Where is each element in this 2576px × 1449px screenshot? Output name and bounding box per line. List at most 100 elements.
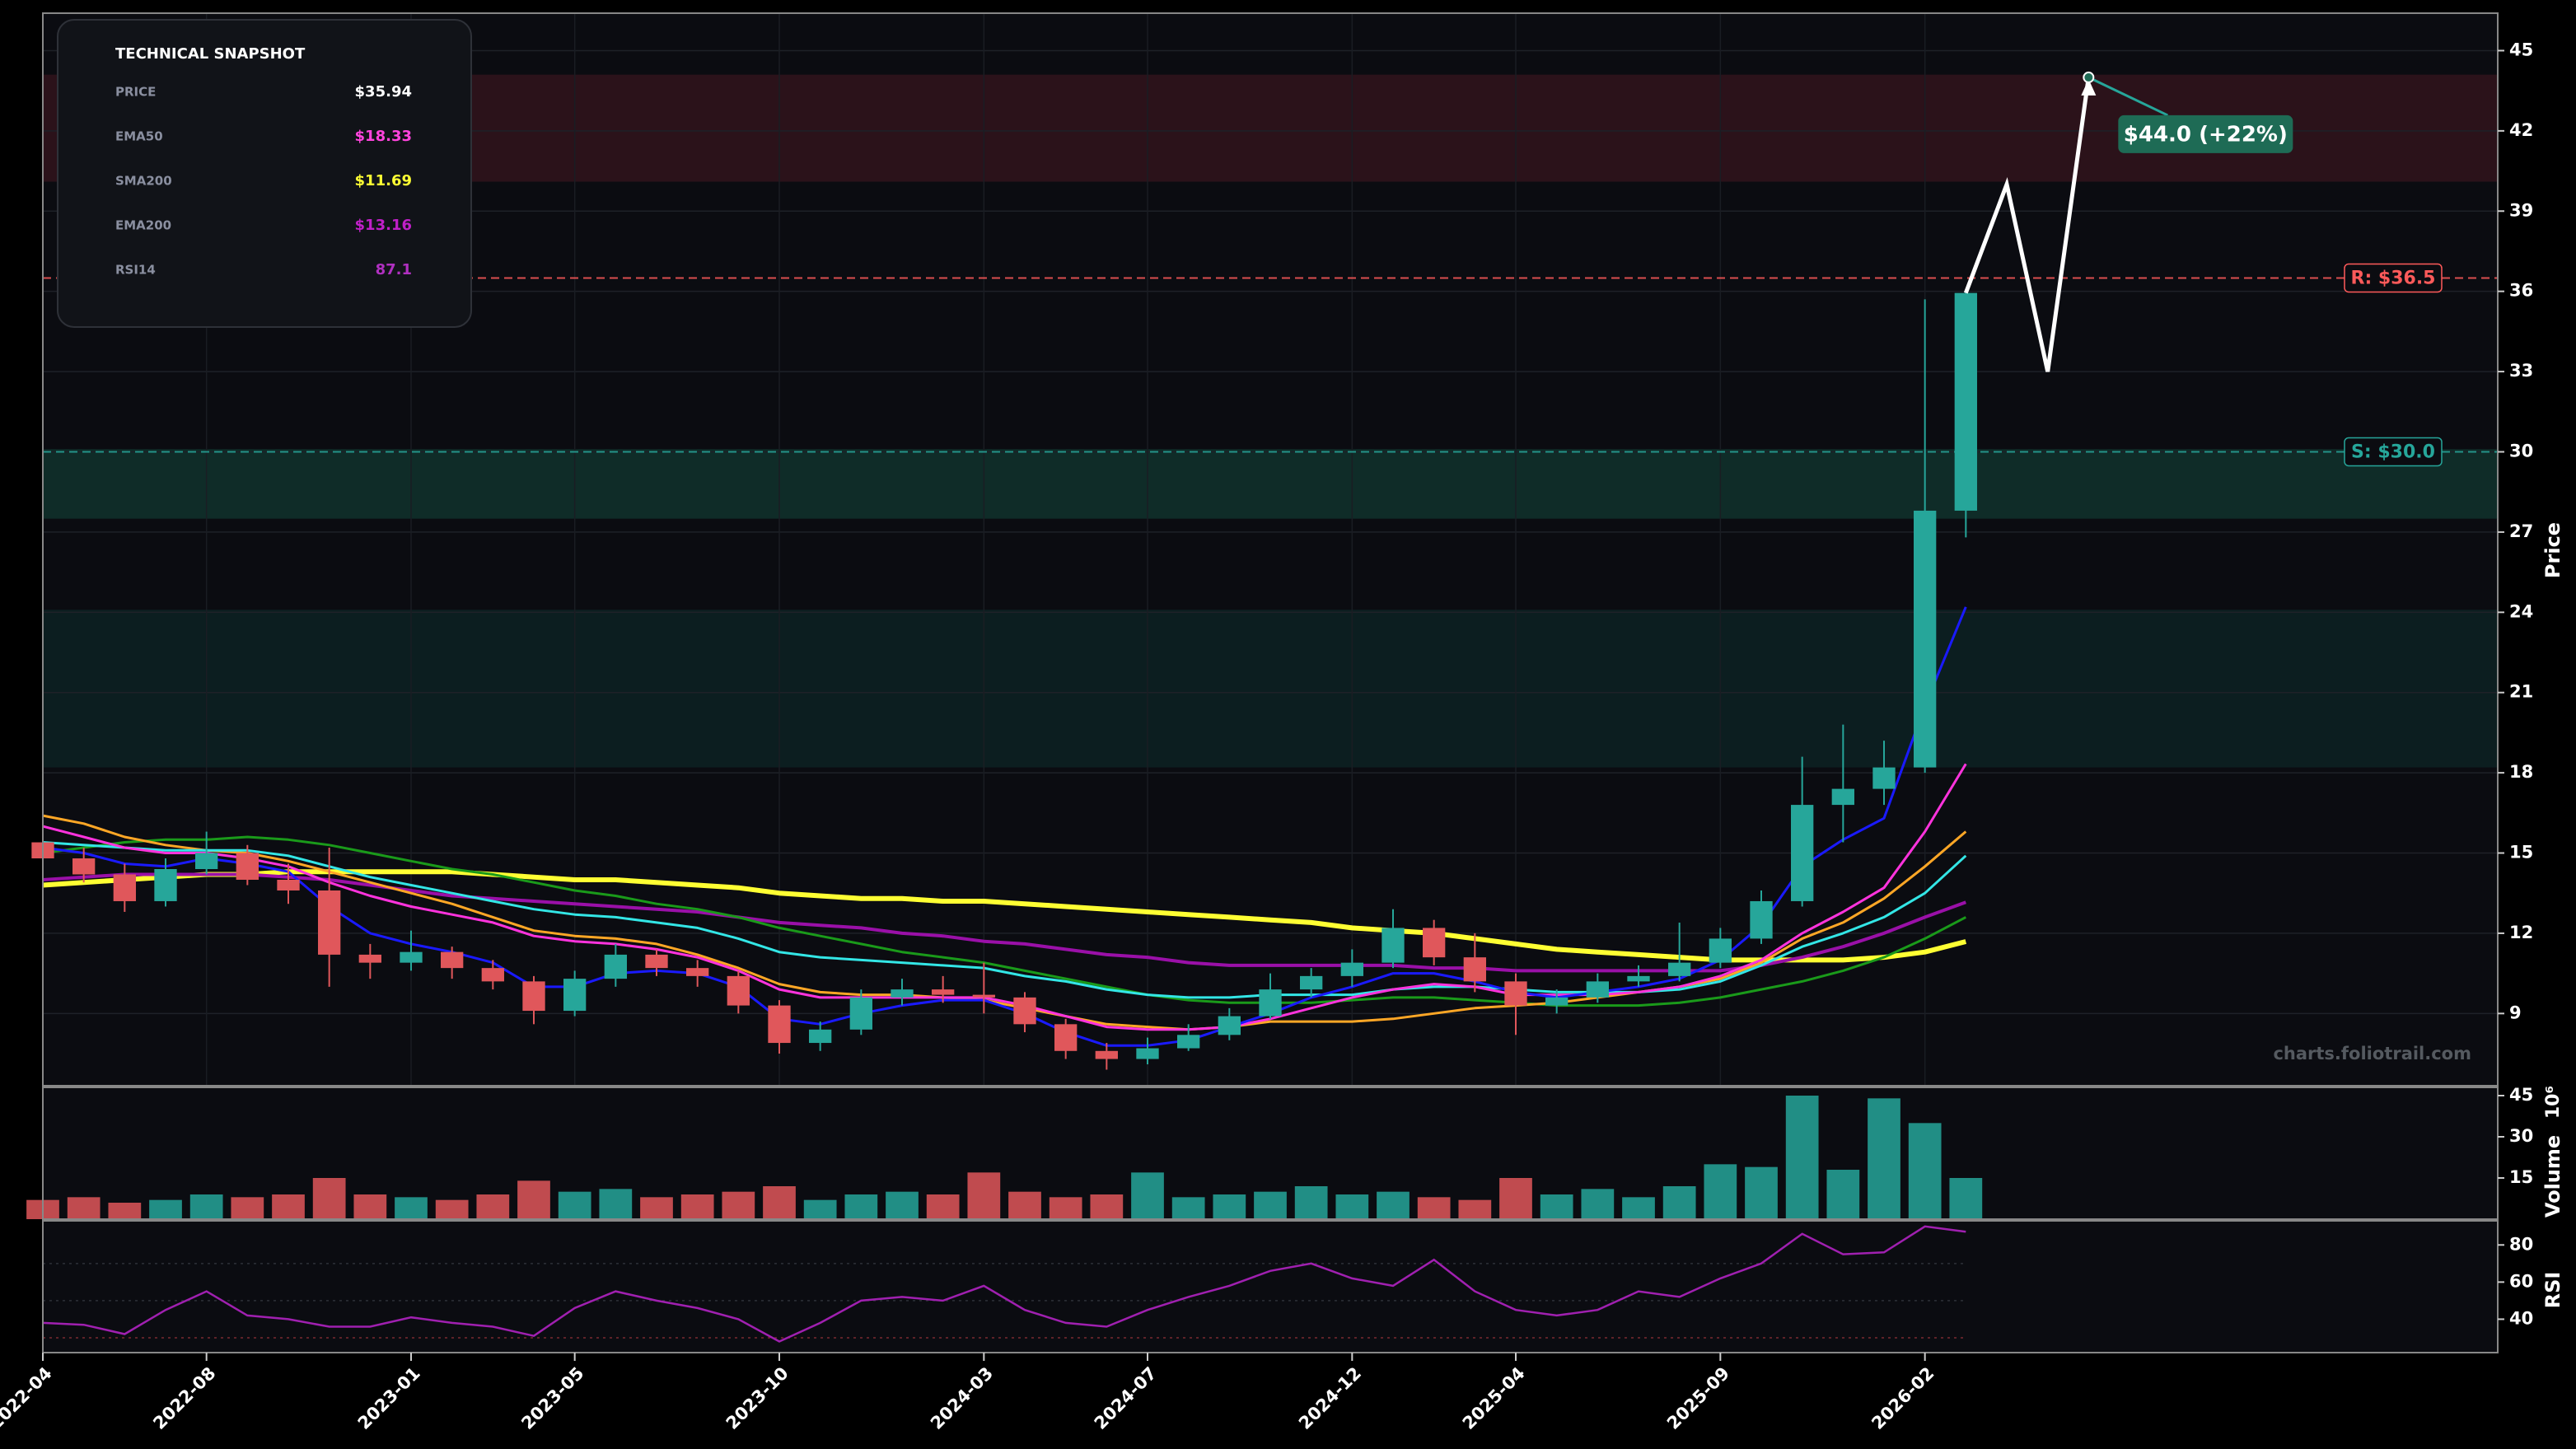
candle-body (604, 954, 627, 979)
y-tick-label: 18 (2509, 762, 2533, 782)
rsi-frame (42, 1220, 2499, 1353)
watermark: charts.foliotrail.com (2273, 1044, 2471, 1063)
ma-line (42, 872, 1966, 973)
level-label: S: $30.0 (2351, 442, 2435, 462)
volume-bar (967, 1172, 1001, 1219)
candles-layer (26, 291, 1983, 1219)
forecast-line (1963, 77, 2091, 372)
candle-body (891, 989, 914, 998)
ma-line (42, 606, 1967, 1047)
price-frame (42, 12, 2499, 1087)
snapshot-value: $18.33 (355, 128, 412, 145)
y-tick-label: 33 (2509, 361, 2533, 381)
candle-body (1218, 1016, 1241, 1035)
volume-axis-label: Volume (2541, 1135, 2564, 1218)
ma-line (42, 763, 1967, 1031)
level-label-box (2344, 437, 2443, 467)
volume-bar (476, 1194, 510, 1219)
candle-body (1954, 292, 1977, 511)
candle-body (318, 890, 341, 955)
snapshot-label: PRICE (115, 85, 156, 100)
volume-bar (1008, 1191, 1041, 1219)
volume-bar (435, 1199, 469, 1219)
y-tick-label: 15 (2509, 843, 2533, 862)
volume-bar (1949, 1178, 1983, 1219)
candle-body (1095, 1050, 1118, 1059)
candle-body (563, 979, 587, 1012)
snapshot-value: 87.1 (376, 261, 412, 278)
volume-bar (1171, 1197, 1205, 1219)
volume-bar (1335, 1194, 1369, 1219)
volume-bar (1294, 1186, 1328, 1219)
volume-bar (926, 1194, 960, 1219)
y-tick-label: 40 (2509, 1308, 2533, 1328)
y-tick-label: 39 (2509, 200, 2533, 220)
candle-body (1872, 767, 1896, 789)
y-tick-label: 12 (2509, 923, 2533, 942)
volume-bar (1377, 1191, 1410, 1219)
ma-line (42, 869, 1967, 963)
volume-bar (1254, 1191, 1287, 1219)
snapshot-value: $13.16 (355, 217, 412, 234)
volume-bar (1499, 1178, 1532, 1219)
candle-body (1054, 1024, 1078, 1051)
candle-body (1382, 928, 1405, 963)
snapshot-label: EMA200 (115, 218, 171, 233)
candle-body (481, 968, 504, 982)
y-tick-label: 36 (2509, 281, 2533, 301)
volume-bar (1785, 1096, 1819, 1219)
candle-body (1136, 1048, 1159, 1059)
snapshot-label: RSI14 (115, 263, 156, 278)
volume-bar (312, 1178, 346, 1219)
forecast-layer: R: $36.5 S: $30.0 $44.0 (+22%) (1963, 71, 2443, 467)
y-tick-label: 30 (2509, 441, 2533, 460)
volume-bar (886, 1191, 919, 1219)
volume-bar (189, 1194, 223, 1219)
snapshot-title: TECHNICAL SNAPSHOT (115, 45, 306, 63)
volume-bar (517, 1180, 550, 1219)
y-tick-label: 80 (2509, 1234, 2533, 1254)
volume-bar (1868, 1098, 1900, 1219)
candle-body (1463, 957, 1486, 982)
target-connector (2087, 76, 2168, 117)
target-label-box (2118, 115, 2293, 153)
y-tick-label: 27 (2509, 521, 2533, 541)
candle-body (113, 874, 136, 901)
y-tick-label: 15 (2509, 1167, 2533, 1187)
volume-bar (1581, 1189, 1615, 1219)
y-tick-label: 42 (2509, 120, 2533, 140)
candle-body (1423, 928, 1446, 958)
candle-body (809, 1029, 832, 1044)
volume-bar (1622, 1197, 1655, 1219)
volume-offset: 10⁶ (2543, 1086, 2564, 1119)
volume-bar (1662, 1186, 1696, 1219)
candle-body (686, 968, 709, 976)
volume-bar (1131, 1172, 1164, 1219)
y-axis-label: Price (2541, 522, 2564, 578)
candle-body (522, 981, 545, 1012)
candle-body (645, 954, 668, 969)
candle-body (1259, 989, 1282, 1017)
volume-bar (395, 1197, 428, 1219)
volume-bar (149, 1199, 182, 1219)
rsi-axis-label: RSI (2541, 1272, 2564, 1309)
candle-body (236, 853, 259, 880)
candle-body (849, 997, 872, 1030)
snapshot-frame (57, 19, 472, 328)
volume-bar (1090, 1194, 1124, 1219)
volume-bar (231, 1197, 264, 1219)
candle-body (277, 879, 300, 890)
volume-bar (722, 1191, 755, 1219)
ma-line (42, 835, 1966, 1007)
level-label: R: $36.5 (2351, 268, 2436, 288)
volume-bar (558, 1191, 591, 1219)
snapshot-label: SMA200 (115, 174, 172, 189)
candle-body (972, 994, 995, 998)
volume-bar (1704, 1164, 1737, 1219)
volume-bar (763, 1186, 796, 1219)
snapshot-value: $35.94 (355, 83, 412, 100)
volume-bar (844, 1194, 878, 1219)
candle-body (1831, 788, 1854, 806)
snapshot-box: TECHNICAL SNAPSHOT PRICE $35.94 EMA50 $18.3… (57, 19, 472, 328)
